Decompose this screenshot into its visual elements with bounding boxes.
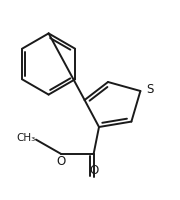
Text: O: O: [57, 155, 66, 168]
Text: O: O: [89, 164, 98, 177]
Text: S: S: [147, 83, 154, 96]
Text: CH₃: CH₃: [17, 133, 36, 143]
